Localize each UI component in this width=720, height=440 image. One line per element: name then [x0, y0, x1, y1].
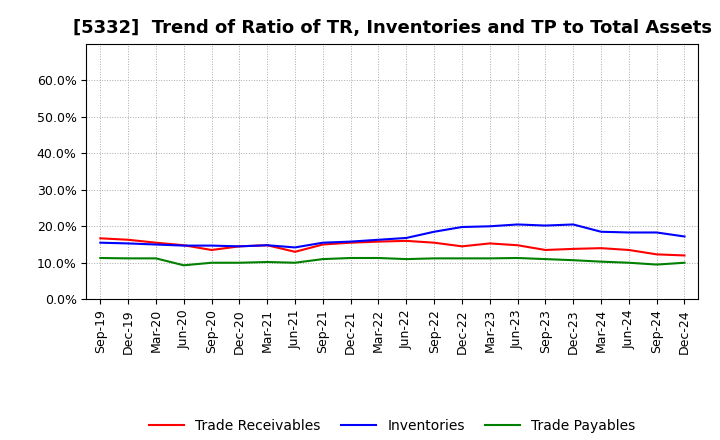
Trade Receivables: [430, 240, 438, 246]
Inventories: [124, 241, 132, 246]
Trade Receivables: [318, 242, 327, 247]
Inventories: [207, 243, 216, 248]
Trade Payables: [458, 256, 467, 261]
Inventories: [513, 222, 522, 227]
Trade Payables: [569, 257, 577, 263]
Trade Payables: [179, 263, 188, 268]
Legend: Trade Receivables, Inventories, Trade Payables: Trade Receivables, Inventories, Trade Pa…: [144, 413, 641, 438]
Inventories: [430, 229, 438, 235]
Trade Receivables: [179, 242, 188, 248]
Trade Payables: [124, 256, 132, 261]
Trade Receivables: [235, 244, 243, 249]
Trade Receivables: [152, 240, 161, 246]
Trade Payables: [402, 257, 410, 262]
Line: Trade Payables: Trade Payables: [100, 258, 685, 265]
Trade Payables: [263, 259, 271, 264]
Inventories: [569, 222, 577, 227]
Inventories: [96, 240, 104, 246]
Trade Payables: [152, 256, 161, 261]
Trade Payables: [680, 260, 689, 265]
Trade Receivables: [291, 249, 300, 254]
Trade Receivables: [541, 247, 550, 253]
Trade Receivables: [652, 252, 661, 257]
Inventories: [346, 239, 355, 244]
Line: Inventories: Inventories: [100, 224, 685, 247]
Trade Payables: [652, 262, 661, 267]
Inventories: [374, 237, 383, 242]
Inventories: [624, 230, 633, 235]
Trade Receivables: [458, 244, 467, 249]
Trade Payables: [207, 260, 216, 265]
Trade Receivables: [374, 239, 383, 244]
Inventories: [179, 243, 188, 248]
Inventories: [152, 242, 161, 247]
Inventories: [318, 240, 327, 246]
Trade Receivables: [569, 246, 577, 252]
Trade Payables: [96, 255, 104, 260]
Inventories: [652, 230, 661, 235]
Title: [5332]  Trend of Ratio of TR, Inventories and TP to Total Assets: [5332] Trend of Ratio of TR, Inventories…: [73, 19, 712, 37]
Trade Receivables: [485, 241, 494, 246]
Trade Receivables: [346, 240, 355, 246]
Trade Payables: [624, 260, 633, 265]
Trade Receivables: [263, 242, 271, 248]
Trade Receivables: [124, 237, 132, 242]
Trade Payables: [346, 255, 355, 260]
Trade Payables: [597, 259, 606, 264]
Trade Payables: [430, 256, 438, 261]
Inventories: [235, 244, 243, 249]
Inventories: [458, 224, 467, 230]
Trade Receivables: [96, 236, 104, 241]
Trade Payables: [318, 257, 327, 262]
Trade Payables: [513, 255, 522, 260]
Trade Receivables: [624, 247, 633, 253]
Trade Payables: [235, 260, 243, 265]
Trade Payables: [374, 255, 383, 260]
Inventories: [485, 224, 494, 229]
Trade Receivables: [402, 238, 410, 243]
Inventories: [291, 245, 300, 250]
Trade Receivables: [680, 253, 689, 258]
Inventories: [263, 242, 271, 248]
Inventories: [541, 223, 550, 228]
Trade Payables: [541, 257, 550, 262]
Line: Trade Receivables: Trade Receivables: [100, 238, 685, 256]
Trade Receivables: [207, 247, 216, 253]
Inventories: [597, 229, 606, 235]
Inventories: [680, 234, 689, 239]
Trade Receivables: [513, 242, 522, 248]
Trade Receivables: [597, 246, 606, 251]
Trade Payables: [485, 256, 494, 261]
Trade Payables: [291, 260, 300, 265]
Inventories: [402, 235, 410, 241]
